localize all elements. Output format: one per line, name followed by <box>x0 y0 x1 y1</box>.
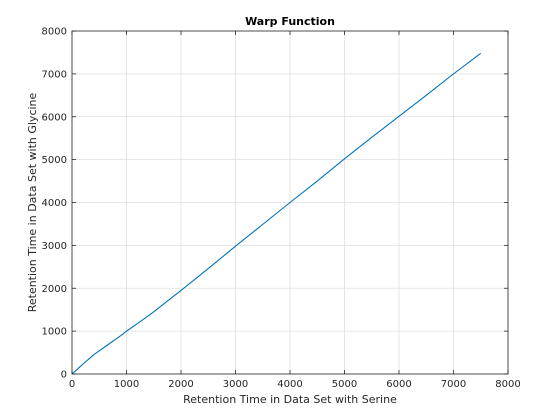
chart-title: Warp Function <box>245 15 335 28</box>
y-tick-label: 1000 <box>42 327 67 338</box>
x-tick-label: 7000 <box>441 379 466 390</box>
x-tick-label: 4000 <box>277 379 302 390</box>
x-tick-label: 3000 <box>223 379 248 390</box>
y-tick-label: 4000 <box>42 198 67 209</box>
series-layer <box>71 52 482 375</box>
y-tick-label: 5000 <box>42 155 67 166</box>
x-tick-label: 0 <box>69 379 75 390</box>
x-tick-label: 5000 <box>332 379 357 390</box>
ticks <box>71 30 509 375</box>
y-tick-label: 6000 <box>42 112 67 123</box>
x-tick-label: 2000 <box>168 379 193 390</box>
y-tick-label: 2000 <box>42 284 67 295</box>
series-line <box>71 52 482 375</box>
x-axis-label: Retention Time in Data Set with Serine <box>183 393 397 406</box>
y-tick-label: 7000 <box>42 69 67 80</box>
y-tick-labels: 0 1000 2000 3000 4000 5000 6000 7000 8000 <box>42 27 67 381</box>
y-tick-label: 8000 <box>42 27 67 38</box>
y-tick-label: 0 <box>61 370 67 381</box>
x-tick-labels: 0 1000 2000 3000 4000 5000 6000 7000 8000 <box>69 379 521 390</box>
x-tick-label: 8000 <box>495 379 520 390</box>
y-tick-label: 3000 <box>42 241 67 252</box>
x-tick-label: 1000 <box>114 379 139 390</box>
x-tick-label: 6000 <box>386 379 411 390</box>
y-axis-label: Retention Time in Data Set with Glycine <box>26 92 39 312</box>
